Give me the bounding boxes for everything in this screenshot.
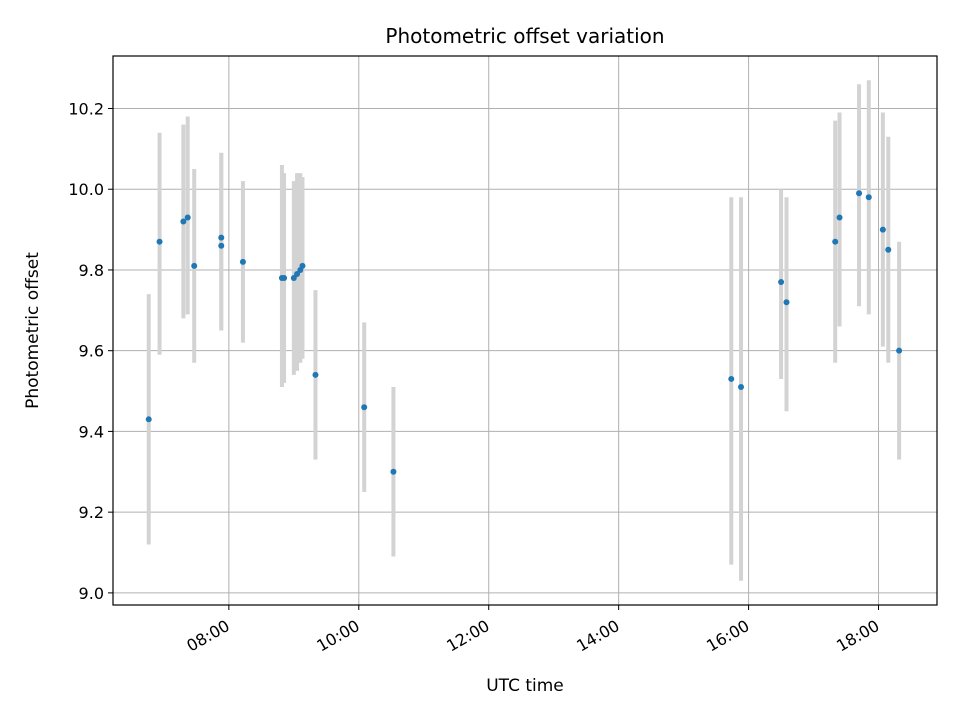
data-point — [879, 226, 886, 233]
data-point — [738, 384, 745, 391]
x-tick-label: 16:00 — [703, 616, 752, 656]
data-point — [778, 279, 785, 286]
data-point — [865, 194, 872, 201]
data-point — [281, 275, 288, 282]
data-point — [218, 234, 225, 241]
x-tick-label: 12:00 — [443, 616, 492, 656]
y-tick-label: 9.0 — [79, 584, 104, 603]
y-tick-label: 10.2 — [68, 99, 104, 118]
data-point — [290, 275, 297, 282]
data-point — [145, 416, 152, 423]
x-tick-label: 08:00 — [183, 616, 232, 656]
error-bars — [146, 80, 902, 581]
y-tick-label: 10.0 — [68, 180, 104, 199]
data-point — [218, 242, 225, 249]
axis-ticks: 08:00 10:00 12:00 14:00 16:00 18:00 9.0 9.2 9.4 9… — [68, 99, 882, 655]
data-point — [184, 214, 191, 221]
data-point — [783, 299, 790, 306]
grid — [113, 56, 937, 605]
x-tick-label: 14:00 — [573, 616, 622, 656]
x-tick-label: 10:00 — [313, 616, 362, 656]
data-point — [239, 258, 246, 265]
y-tick-label: 9.8 — [79, 261, 104, 280]
data-point — [299, 262, 306, 269]
data-point — [390, 468, 397, 475]
data-point — [856, 190, 863, 197]
data-point — [896, 347, 903, 354]
data-point — [832, 238, 839, 245]
data-point — [180, 218, 187, 225]
data-point — [728, 375, 735, 382]
data-point — [191, 262, 198, 269]
data-point — [312, 371, 319, 378]
chart-title: Photometric offset variation — [385, 24, 664, 48]
data-point — [885, 246, 892, 253]
data-point — [361, 404, 368, 411]
data-point — [294, 270, 301, 277]
y-tick-label: 9.4 — [79, 422, 104, 441]
data-point — [156, 238, 163, 245]
y-tick-label: 9.6 — [79, 342, 104, 361]
y-tick-label: 9.2 — [79, 503, 104, 522]
y-axis-label: Photometric offset — [23, 252, 43, 409]
plot-frame — [112, 55, 938, 606]
data-point — [836, 214, 843, 221]
data-points — [145, 190, 903, 475]
x-axis-label: UTC time — [486, 676, 564, 696]
x-tick-label: 18:00 — [833, 616, 882, 656]
